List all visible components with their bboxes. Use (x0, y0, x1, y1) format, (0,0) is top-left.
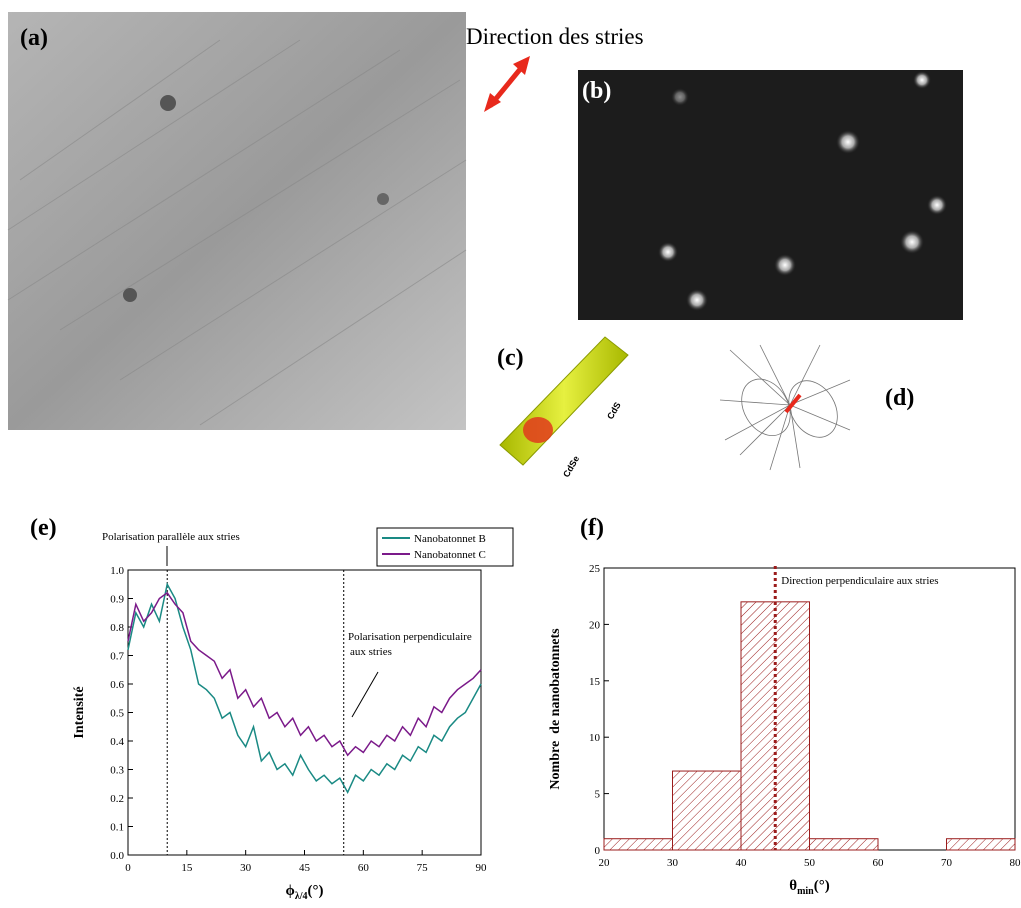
y-tick-label: 0.3 (110, 765, 124, 777)
particle (160, 95, 176, 111)
x-tick-label: 60 (358, 862, 370, 874)
annotation: Polarisation perpendiculaire (348, 631, 472, 643)
panel-label: (b) (582, 78, 611, 104)
direction-label: Direction des stries (466, 24, 644, 49)
y-tick-label: 0.1 (110, 822, 124, 834)
y-tick-label: 0.7 (110, 651, 124, 663)
histogram-bar (604, 839, 673, 850)
y-axis-label: Nombre de nanobatonnets (548, 628, 563, 790)
y-tick-label: 0.6 (110, 679, 124, 691)
x-axis-label: ϕλ/4(°) (285, 883, 323, 902)
micrograph-b (578, 70, 963, 320)
panel-label: (f) (580, 515, 604, 541)
y-tick-label: 0.9 (110, 594, 124, 606)
y-axis-label: Intensité (72, 686, 87, 738)
x-tick-label: 30 (240, 862, 252, 874)
x-label-part: λ/4 (295, 891, 308, 902)
series-line (128, 584, 481, 792)
panel-label: (c) (497, 345, 524, 371)
x-tick-label: 40 (736, 857, 748, 869)
field-lines (720, 345, 850, 470)
y-tick-label: 0.8 (110, 622, 124, 634)
x-tick-label: 0 (125, 862, 131, 874)
y-tick-label: 1.0 (110, 565, 124, 577)
histogram-bar (947, 839, 1016, 850)
panel-label: (e) (30, 515, 57, 541)
annotation: Polarisation parallèle aux stries (102, 531, 240, 543)
x-tick-label: 45 (299, 862, 311, 874)
plot-frame (128, 570, 481, 855)
x-axis-label: θmin(°) (789, 878, 830, 897)
legend-label: Nanobatonnet B (414, 533, 486, 545)
histogram-bar (673, 771, 742, 850)
x-tick-label: 70 (941, 857, 953, 869)
x-tick-label: 20 (599, 857, 611, 869)
y-tick-label: 0.0 (110, 850, 124, 862)
y-tick-label: 15 (589, 676, 601, 688)
x-tick-label: 60 (873, 857, 885, 869)
y-tick-label: 0.4 (110, 736, 124, 748)
y-tick-label: 25 (589, 563, 601, 575)
x-label-part: min (797, 886, 814, 897)
annotation: aux stries (350, 646, 392, 658)
core (523, 417, 553, 443)
histogram-bar (741, 602, 810, 850)
particle (377, 193, 389, 205)
x-label-part: ϕ (285, 883, 294, 899)
y-tick-label: 0.5 (110, 708, 124, 720)
particle (123, 288, 137, 302)
y-tick-label: 20 (589, 619, 601, 631)
annotation-arrow (352, 672, 378, 717)
x-label-part: θ (789, 878, 797, 894)
y-tick-label: 5 (595, 789, 601, 801)
panel-label: (d) (885, 385, 914, 411)
y-tick-label: 0.2 (110, 793, 124, 805)
micrograph-a (8, 12, 466, 430)
x-label-part: (°) (814, 878, 830, 894)
annotation: Direction perpendiculaire aux stries (781, 575, 938, 587)
x-tick-label: 15 (181, 862, 193, 874)
histogram-bar (810, 839, 879, 850)
x-tick-label: 80 (1010, 857, 1021, 869)
x-tick-label: 75 (417, 862, 429, 874)
y-tick-label: 0 (595, 845, 601, 857)
x-tick-label: 50 (804, 857, 816, 869)
shell-label: CdS (605, 400, 623, 421)
x-tick-label: 90 (476, 862, 488, 874)
legend-label: Nanobatonnet C (414, 549, 486, 561)
y-tick-label: 10 (589, 732, 601, 744)
core-label: CdSe (561, 454, 581, 479)
x-tick-label: 30 (667, 857, 679, 869)
panel-label: (a) (20, 25, 48, 51)
x-label-part: (°) (308, 883, 324, 899)
